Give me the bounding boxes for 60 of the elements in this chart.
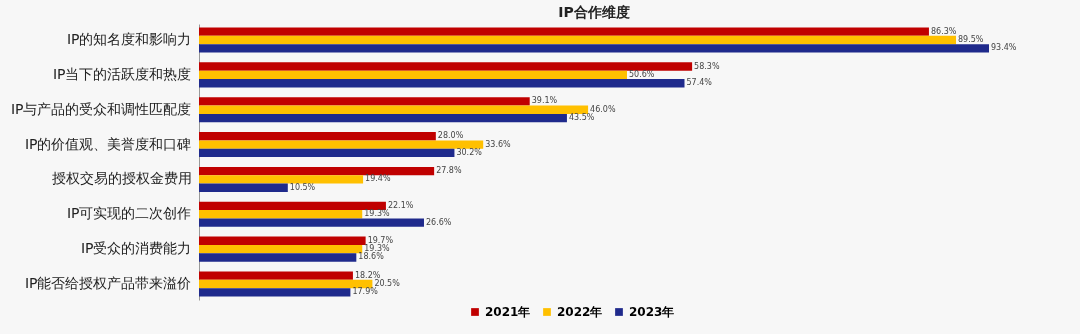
data-label: 18.6%	[358, 252, 385, 262]
bar	[199, 79, 685, 88]
bar	[199, 236, 366, 245]
data-label: 18.2%	[354, 270, 381, 280]
bar	[199, 288, 351, 297]
y-tick-label: IP与产品的受众和调性匹配度	[10, 100, 192, 117]
data-label: 20.5%	[374, 278, 401, 288]
chart-title: IP合作维度	[558, 4, 630, 20]
y-tick-label: IP受众的消费能力	[80, 240, 192, 257]
data-label: 17.9%	[352, 287, 379, 297]
bar	[199, 148, 455, 158]
bar	[199, 166, 435, 176]
data-label: 93.4%	[991, 43, 1017, 53]
data-label: 27.8%	[436, 166, 462, 176]
y-tick-label: IP的知名度和影响力	[66, 31, 192, 48]
bar	[199, 97, 530, 106]
bar	[199, 218, 424, 227]
bar	[199, 175, 364, 184]
y-tick-label: IP当下的活跃度和热度	[52, 65, 192, 82]
bar	[199, 140, 484, 149]
bar	[199, 105, 589, 114]
bar	[199, 27, 929, 36]
bar	[199, 113, 567, 123]
data-label: 89.5%	[958, 35, 984, 45]
bar	[199, 210, 363, 219]
bar	[199, 62, 693, 71]
y-tick-label: IP可实现的二次创作	[66, 205, 192, 222]
bar	[199, 44, 989, 53]
bar	[199, 201, 386, 211]
bar	[199, 253, 357, 262]
data-label: 39.1%	[531, 96, 558, 106]
legend-label: 2021年	[485, 305, 531, 319]
bar	[199, 132, 436, 141]
bar	[199, 279, 373, 289]
bar	[199, 183, 288, 192]
y-tick-label: 授权交易的授权金费用	[51, 170, 192, 187]
bar	[199, 70, 627, 80]
data-label: 19.4%	[365, 174, 391, 184]
data-label: 86.3%	[930, 26, 957, 36]
data-label: 30.2%	[456, 147, 483, 157]
data-label: 33.6%	[485, 139, 512, 149]
y-tick-label: IP的价值观、美誉度和口碑	[24, 135, 192, 152]
bar	[199, 35, 957, 45]
data-label: 57.4%	[686, 78, 713, 88]
data-label: 46.0%	[590, 104, 616, 114]
data-label: 43.5%	[568, 113, 595, 123]
bar	[199, 244, 363, 254]
bar	[199, 271, 353, 280]
data-label: 58.3%	[694, 61, 720, 71]
data-label: 22.1%	[387, 200, 414, 210]
legend-label: 2022年	[557, 305, 603, 319]
data-label: 10.5%	[289, 182, 316, 192]
legend-label: 2023年	[629, 305, 675, 319]
data-label: 50.6%	[628, 69, 655, 79]
data-label: 19.3%	[364, 244, 391, 254]
data-label: 26.6%	[425, 217, 452, 227]
data-label: 19.7%	[367, 235, 394, 245]
data-label: 28.0%	[437, 131, 464, 141]
data-label: 19.3%	[364, 209, 391, 219]
y-tick-label: IP能否给授权产品带来溢价	[24, 274, 192, 291]
